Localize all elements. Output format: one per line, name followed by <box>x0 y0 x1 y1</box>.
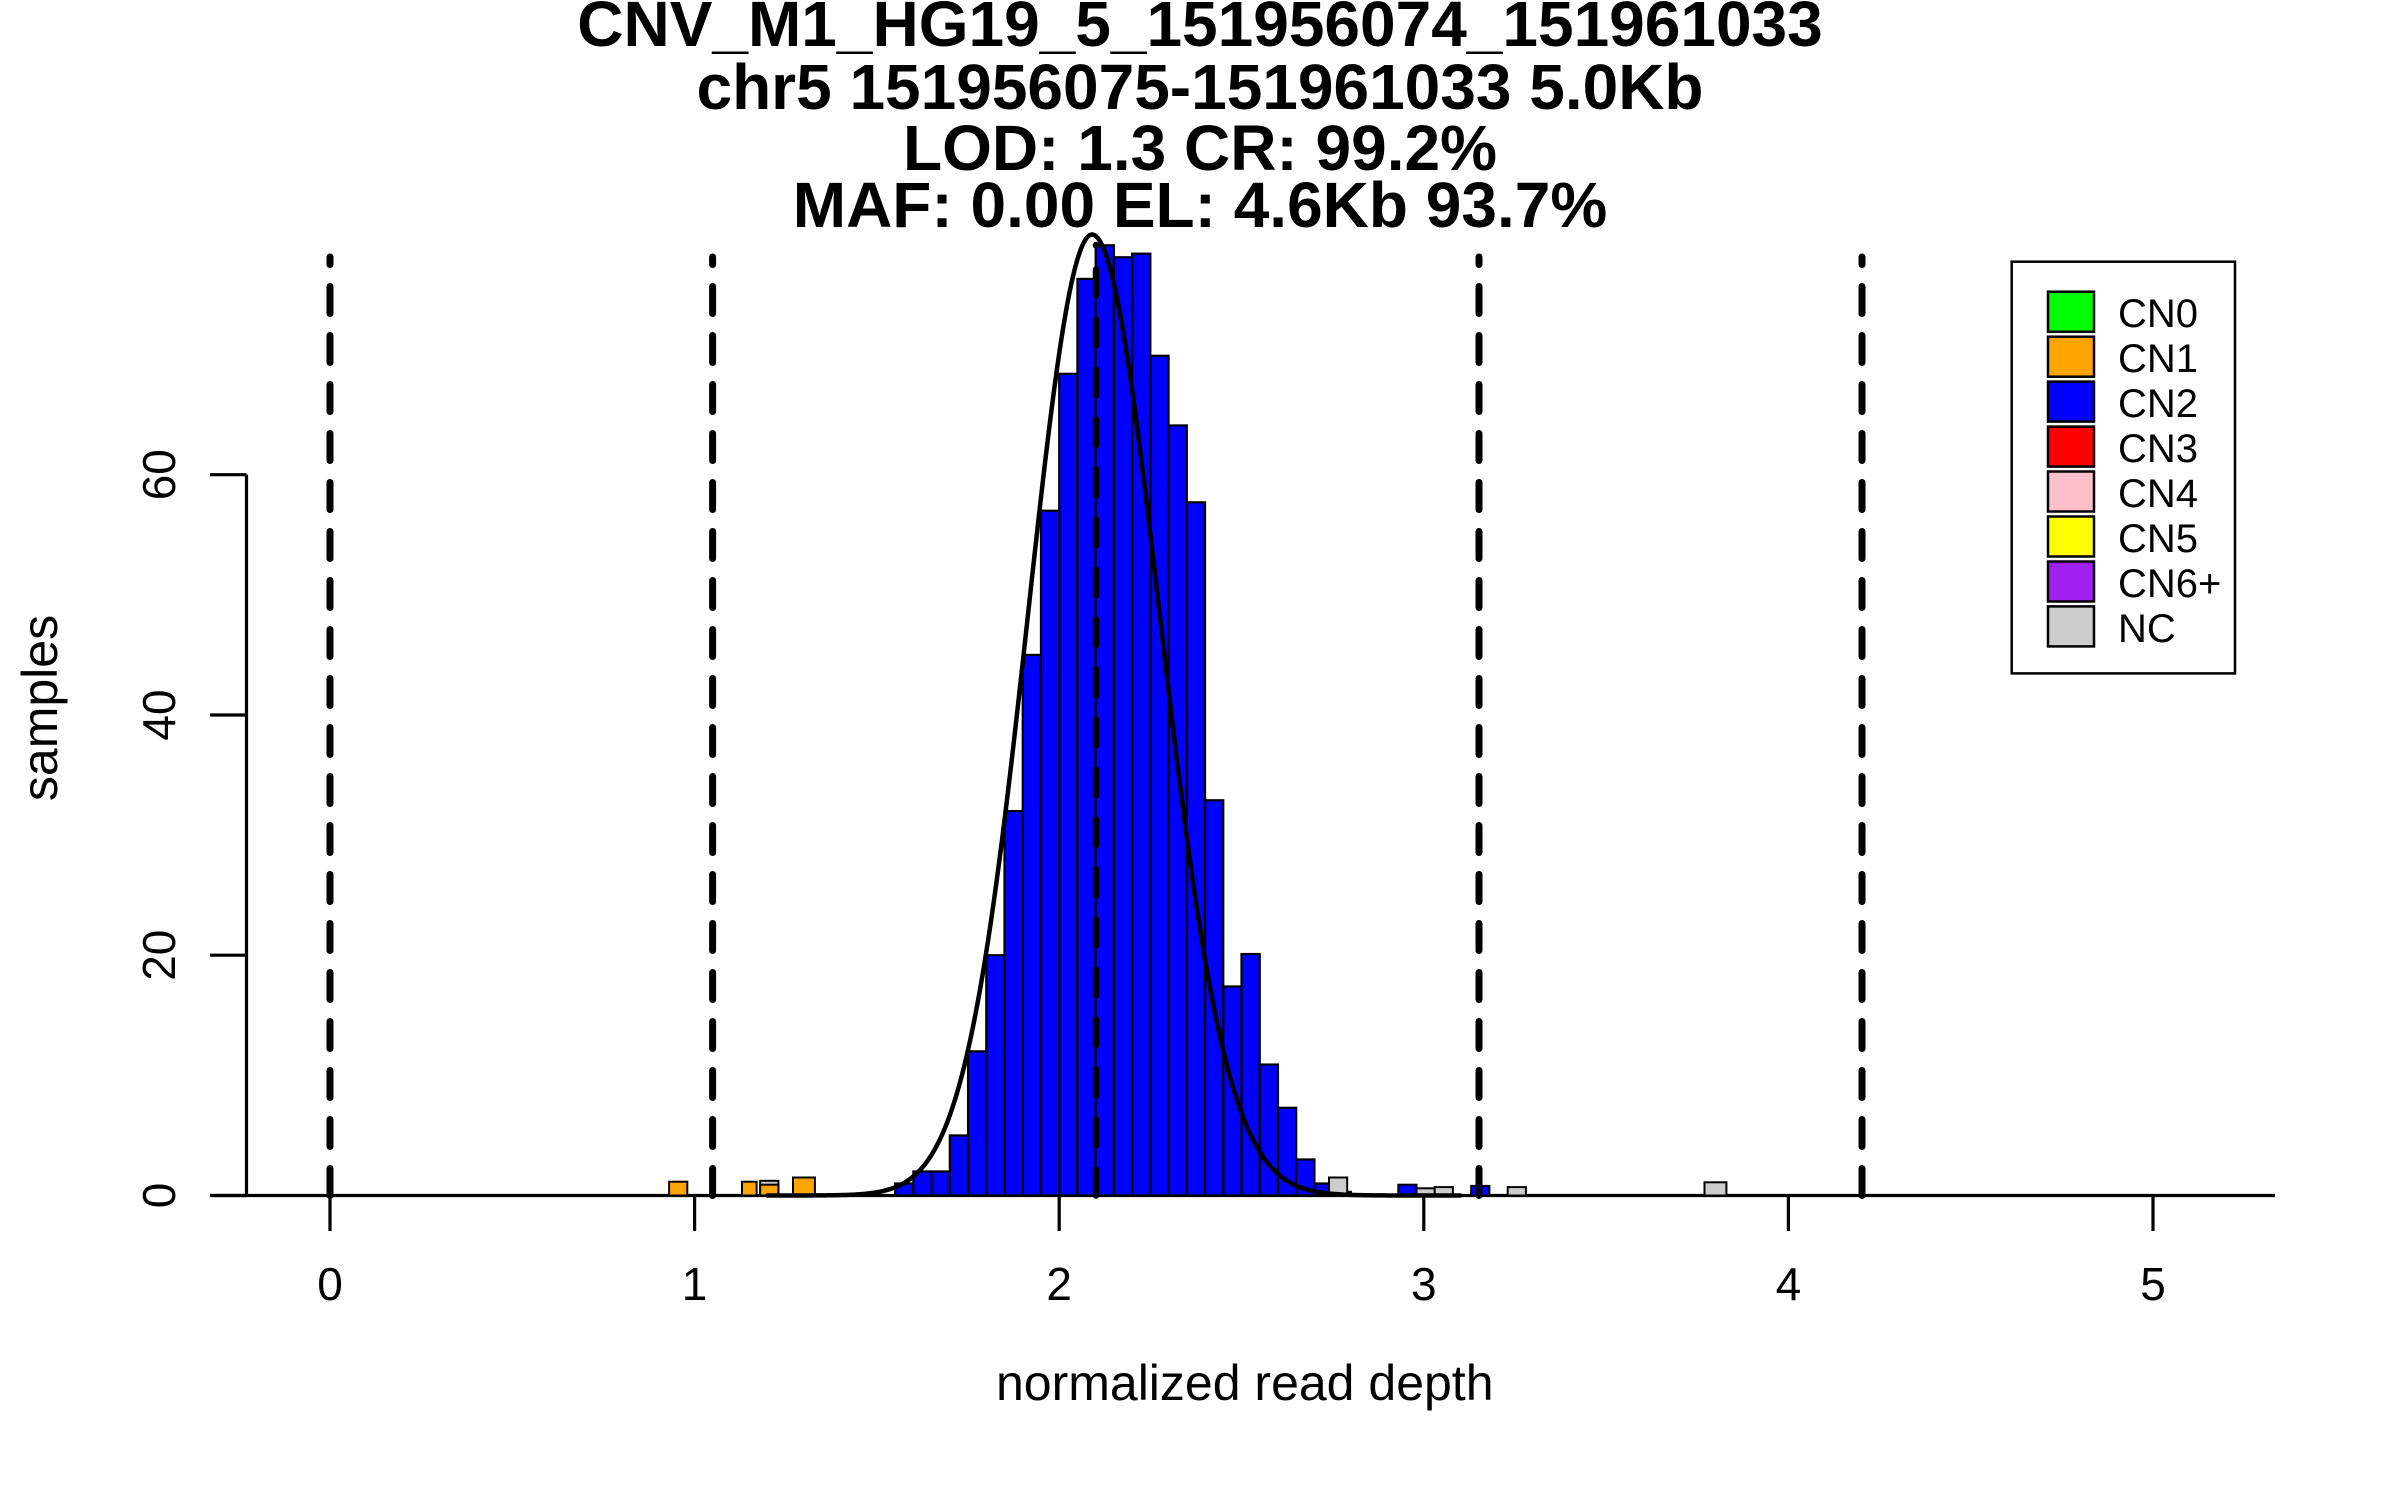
svg-text:20: 20 <box>133 930 185 981</box>
svg-text:CN2: CN2 <box>2118 382 2198 426</box>
svg-text:0: 0 <box>317 1258 343 1310</box>
svg-text:CN3: CN3 <box>2118 427 2198 471</box>
svg-text:normalized read depth: normalized read depth <box>996 1355 1494 1411</box>
svg-text:2: 2 <box>1046 1258 1072 1310</box>
svg-text:CN4: CN4 <box>2118 472 2198 516</box>
svg-text:40: 40 <box>133 689 185 740</box>
svg-text:NC: NC <box>2118 607 2176 651</box>
svg-text:CN1: CN1 <box>2118 337 2198 381</box>
svg-text:4: 4 <box>1776 1258 1802 1310</box>
svg-text:samples: samples <box>12 615 68 801</box>
svg-text:0: 0 <box>133 1183 185 1209</box>
svg-text:CN0: CN0 <box>2118 292 2198 336</box>
svg-text:CN6+: CN6+ <box>2118 562 2221 606</box>
svg-text:5: 5 <box>2140 1258 2166 1310</box>
svg-text:1: 1 <box>682 1258 708 1310</box>
svg-text:60: 60 <box>133 449 185 500</box>
svg-text:3: 3 <box>1411 1258 1437 1310</box>
svg-text:CN5: CN5 <box>2118 517 2198 561</box>
